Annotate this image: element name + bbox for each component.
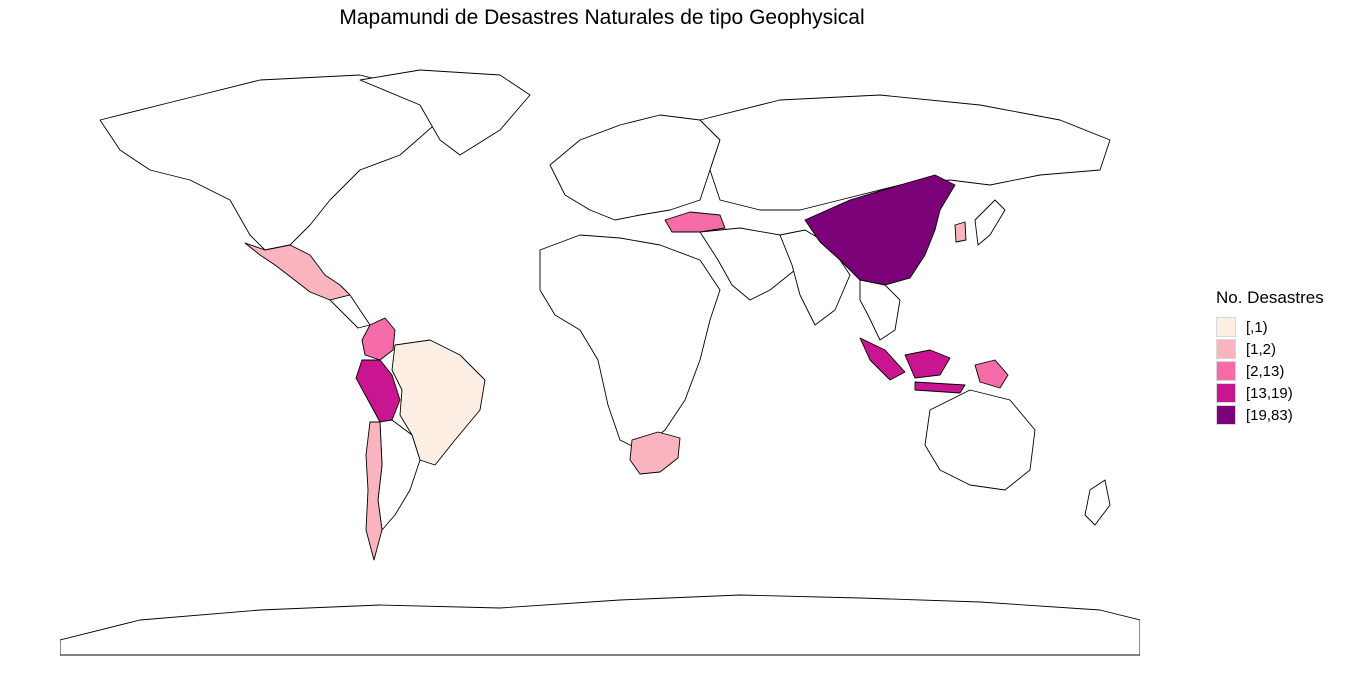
country-new-zealand [1084,479,1111,526]
country-colombia [361,317,396,361]
country-australia [924,389,1036,491]
legend-label: [,1) [1246,318,1268,336]
country-turkey [664,211,726,233]
world-map-svg [60,69,1140,656]
country-japan [974,199,1006,246]
country-mexico [244,242,351,301]
country-africa [539,234,721,451]
legend-item: [13,19) [1216,382,1324,404]
country-central-america [329,294,371,329]
legend-item: [1,2) [1216,338,1324,360]
legend-label: [13,19) [1246,384,1293,402]
country-chile [365,421,383,561]
legend: No. Desastres [,1) [1,2) [2,13) [13,19) … [1216,288,1324,426]
legend-swatch [1216,361,1236,381]
legend-swatch [1216,317,1236,337]
country-indonesia [859,337,966,394]
country-europe [549,114,721,221]
legend-label: [2,13) [1246,362,1285,380]
map-title: Mapamundi de Desastres Naturales de tipo… [339,6,865,29]
country-middle-east [699,227,796,301]
legend-title: No. Desastres [1216,288,1324,307]
country-south-korea [954,221,967,243]
legend-item: [19,83) [1216,404,1324,426]
legend-label: [1,2) [1246,340,1277,358]
legend-label: [19,83) [1246,406,1293,424]
country-brazil [391,339,486,466]
country-southeast-asia [859,279,901,341]
legend-item: [2,13) [1216,360,1324,382]
world-map [60,60,1140,660]
country-china [804,174,956,286]
country-usa-canada [99,74,441,251]
legend-item: [,1) [1216,316,1324,338]
legend-swatch [1216,383,1236,403]
legend-swatch [1216,339,1236,359]
country-south-africa [629,431,681,475]
country-antarctica [60,594,1140,656]
legend-swatch [1216,405,1236,425]
country-russia-central-asia [699,94,1111,211]
country-papua-new-guinea [974,359,1009,389]
country-greenland [359,69,531,156]
